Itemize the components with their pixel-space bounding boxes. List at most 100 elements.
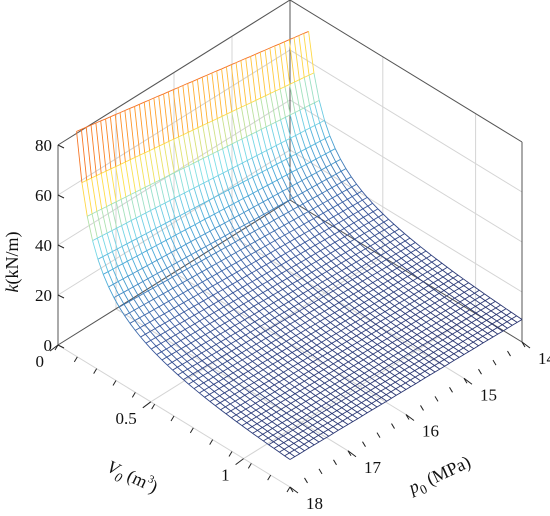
- surface-segment: [344, 384, 351, 389]
- surface-segment: [303, 443, 310, 449]
- surface-segment: [476, 319, 483, 324]
- surface-segment: [184, 320, 191, 327]
- surface-segment: [267, 289, 274, 296]
- surface-segment: [200, 337, 207, 343]
- surface-segment: [229, 320, 236, 326]
- surface-segment: [201, 360, 208, 366]
- x-minor-tick: [189, 427, 194, 434]
- surface-segment: [314, 125, 321, 142]
- surface-segment: [208, 379, 215, 385]
- surface-segment: [265, 403, 272, 409]
- surface-segment: [332, 349, 338, 355]
- surface-segment: [337, 416, 343, 422]
- surface-segment: [275, 404, 282, 410]
- surface-segment: [182, 134, 190, 166]
- surface-segment: [183, 192, 191, 211]
- surface-segment: [359, 304, 365, 310]
- surface-segment: [277, 193, 284, 204]
- surface-segment: [122, 278, 129, 290]
- surface-segment: [404, 306, 411, 312]
- surface-segment: [371, 267, 378, 273]
- surface-segment: [331, 336, 337, 341]
- surface-segment: [295, 328, 302, 334]
- surface-segment: [236, 109, 243, 140]
- surface-segment: [201, 271, 208, 280]
- surface-segment: [358, 369, 365, 374]
- surface-segment: [260, 340, 267, 346]
- surface-segment: [406, 262, 413, 268]
- surface-segment: [298, 370, 305, 375]
- surface-segment: [194, 207, 201, 223]
- surface-segment: [224, 330, 231, 337]
- surface-segment: [237, 362, 244, 368]
- surface-segment: [322, 281, 329, 287]
- surface-segment: [250, 263, 257, 271]
- surface-segment: [109, 116, 117, 167]
- surface-segment: [231, 417, 237, 423]
- surface-segment: [176, 274, 183, 283]
- surface-segment: [360, 325, 367, 331]
- surface-segment: [321, 348, 328, 354]
- surface-segment: [205, 342, 212, 348]
- surface-segment: [277, 367, 284, 373]
- surface-segment: [351, 271, 358, 278]
- surface-segment: [409, 366, 415, 371]
- surface-segment: [346, 334, 352, 340]
- surface-segment: [226, 113, 233, 144]
- surface-segment: [272, 356, 278, 362]
- surface-segment: [190, 334, 197, 341]
- surface-segment: [174, 218, 181, 233]
- surface-segment: [212, 153, 219, 176]
- surface-segment: [405, 382, 412, 387]
- surface-segment: [190, 254, 197, 264]
- surface-segment: [394, 238, 401, 245]
- surface-segment: [140, 235, 148, 251]
- surface-segment: [206, 268, 213, 277]
- surface-segment: [322, 212, 329, 220]
- surface-segment: [304, 130, 311, 147]
- surface-segment: [381, 269, 388, 275]
- surface-segment: [267, 359, 274, 365]
- surface-segment: [373, 289, 379, 295]
- surface-segment: [317, 195, 324, 204]
- surface-segment: [238, 376, 245, 382]
- surface-segment: [240, 249, 247, 258]
- surface-segment: [245, 408, 252, 414]
- surface-segment: [172, 369, 179, 376]
- surface-segment: [422, 344, 429, 350]
- surface-segment: [135, 217, 142, 237]
- surface-segment: [382, 283, 389, 289]
- surface-segment: [351, 186, 358, 195]
- surface-segment: [271, 421, 278, 426]
- y-tick-label: 14: [538, 349, 550, 368]
- x-minor-tick: [131, 392, 136, 398]
- surface-segment: [448, 280, 454, 286]
- surface-segment: [411, 330, 418, 336]
- surface-segment: [490, 310, 497, 315]
- surface-segment: [213, 197, 220, 212]
- surface-segment: [291, 409, 297, 415]
- surface-segment: [198, 385, 205, 391]
- surface-segment: [316, 415, 323, 420]
- surface-segment: [316, 172, 323, 183]
- surface-segment: [454, 304, 461, 309]
- surface-segment: [264, 235, 271, 244]
- surface-segment: [280, 402, 287, 407]
- surface-segment: [317, 428, 324, 433]
- surface-segment: [339, 316, 346, 322]
- surface-segment: [286, 348, 293, 353]
- y-tick-label: 18: [306, 494, 323, 513]
- y-tick: [289, 486, 299, 494]
- surface-segment: [209, 216, 216, 229]
- surface-segment: [164, 331, 171, 339]
- surface-segment: [269, 320, 276, 326]
- surface-segment: [363, 225, 370, 231]
- surface-segment: [274, 45, 281, 89]
- surface-segment: [252, 176, 259, 191]
- surface-segment: [247, 371, 254, 376]
- surface-segment: [276, 267, 283, 274]
- surface-segment: [386, 338, 393, 343]
- surface-segment: [321, 412, 328, 417]
- surface-segment: [192, 373, 199, 379]
- surface-segment: [259, 318, 266, 324]
